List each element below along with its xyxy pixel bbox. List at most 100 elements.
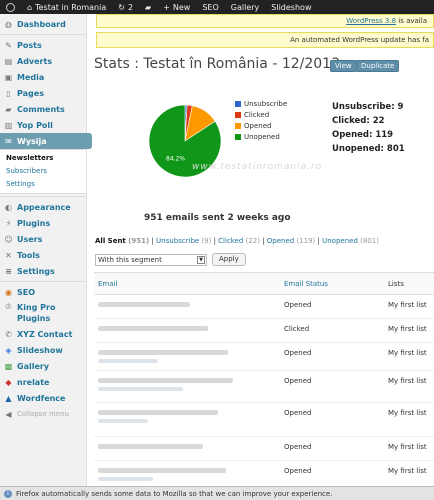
duplicate-button[interactable]: Duplicate [356,60,400,72]
view-button[interactable]: View [330,60,357,72]
updates-link[interactable]: ↻ 2 [112,0,139,14]
apply-button[interactable]: Apply [212,253,246,266]
redacted-name [98,477,153,481]
filter-clicked[interactable]: Clicked (22) [218,237,260,245]
submenu-item-newsletters[interactable]: Newsletters [6,154,54,162]
redacted-email [98,326,208,331]
sidebar-item-label: Wysija [17,136,47,146]
table-row: Opened My first list [94,436,434,461]
filter-unopened[interactable]: Unopened (801) [322,237,379,245]
sidebar-item-label: Posts [17,40,42,50]
redacted-email [98,444,203,449]
sidebar-item-king-pro-plugins[interactable]: ♔ King Pro Plugins [0,300,86,326]
sidebar-item-posts[interactable]: ✎ Posts [0,37,86,53]
sidebar-item-label: Pages [17,88,44,98]
sidebar-item-gallery[interactable]: ▩ Gallery [0,358,86,374]
email-cell-redacted [94,460,280,491]
page-title: Stats : Testat în România - 12/2013 [94,56,340,72]
sidebar-item-wordfence[interactable]: ▲ Wordfence [0,390,86,406]
plugins-icon: ⚡ [5,218,12,228]
redacted-name [98,387,183,391]
sidebar-item-label: Users [17,234,43,244]
sidebar-item-seo[interactable]: ◉ SEO [0,284,86,300]
firefox-notification-text: Firefox automatically sends some data to… [16,489,333,498]
collapse-arrow-icon: ◀ [5,409,12,419]
redacted-email [98,410,218,415]
filter-count: (801) [360,237,379,245]
column-header-status[interactable]: Email Status [280,272,384,295]
site-name-link[interactable]: ⌂ Testat in Romania [21,0,112,14]
sidebar-item-plugins[interactable]: ⚡ Plugins [0,215,86,231]
update-link[interactable]: WordPress 3.8 [346,17,397,25]
seo-link[interactable]: SEO [202,2,219,12]
nrelate-icon: ◆ [5,377,12,387]
email-cell-redacted [94,318,280,343]
sidebar-item-label: XYZ Contact [17,329,73,339]
list-cell: My first list [384,436,434,461]
sidebar-item-label: Plugins [17,218,51,228]
plus-icon: + [163,2,170,12]
sidebar-item-slideshow[interactable]: ◈ Slideshow [0,342,86,358]
slideshow-link[interactable]: Slideshow [271,2,312,12]
segment-select[interactable]: With this segment ▼ [95,254,207,266]
segment-selected-label: With this segment [98,256,162,264]
sidebar-item-settings[interactable]: ≡ Settings [0,263,86,279]
collapse-menu-button[interactable]: ◀ Collapse menu [0,406,86,422]
adverts-icon: ▤ [4,56,13,66]
sidebar-item-media[interactable]: ▣ Media [0,69,86,85]
gallery-icon: ▩ [4,361,13,371]
new-content-link[interactable]: + New [157,0,196,14]
site-name-label: Testat in Romania [35,2,107,12]
appearance-icon: ◐ [5,202,12,212]
filter-unsubscribe[interactable]: Unsubscribe (9) [156,237,211,245]
sidebar-item-xyz-contact[interactable]: ✆ XYZ Contact [0,326,86,342]
king-icon: ♔ [4,302,13,311]
wordpress-logo-button[interactable] [0,0,21,14]
email-cell-redacted [94,342,280,371]
comment-bubble-icon: ▰ [145,2,152,12]
sidebar-item-appearance[interactable]: ◐ Appearance [0,199,86,215]
status-cell: Opened [280,370,384,403]
chevron-down-icon: ▼ [197,256,205,264]
email-cell-redacted [94,370,280,403]
count-opened: Opened: 119 [332,130,394,140]
sidebar-item-label: nrelate [17,377,50,387]
sidebar-item-dashboard[interactable]: ◍ Dashboard [0,16,86,32]
table-row: Clicked My first list [94,318,434,343]
comments-icon: ▰ [5,104,12,114]
list-cell: My first list [384,342,434,371]
redacted-email [98,302,190,307]
sidebar-item-yop-poll[interactable]: ▥ Yop Poll [0,117,86,133]
sidebar-item-label: Gallery [17,361,50,371]
submenu-item-settings[interactable]: Settings [6,180,35,188]
filter-all-sent[interactable]: All Sent (951) [95,237,149,245]
sidebar-item-users[interactable]: ☺ Users [0,231,86,247]
filter-count: (9) [201,237,212,245]
status-cell: Opened [280,342,384,371]
sidebar-item-label: Slideshow [17,345,63,355]
media-icon: ▣ [4,72,13,82]
gallery-link[interactable]: Gallery [230,2,260,12]
sidebar-item-tools[interactable]: ✕ Tools [0,247,86,263]
submenu-item-subscribers[interactable]: Subscribers [6,167,47,175]
sidebar-item-wysija[interactable]: ✉ Wysija [0,133,92,149]
wysija-submenu: Newsletters Subscribers Settings [0,149,86,194]
menu-separator [0,281,86,282]
redacted-email [98,468,226,473]
redacted-email [98,350,228,355]
filter-label: Clicked [218,237,244,245]
comments-link[interactable]: ▰ [139,0,157,14]
main-content: WordPress 3.8 is availa An automated Wor… [92,14,434,491]
pin-icon: ✎ [5,40,12,50]
column-header-email[interactable]: Email [94,272,280,295]
sidebar-item-adverts[interactable]: ▤ Adverts [0,53,86,69]
email-cell-redacted [94,436,280,461]
pie-slice-label: 84.2% [166,155,185,162]
count-unsubscribe: Unsubscribe: 9 [332,102,404,112]
sidebar-item-comments[interactable]: ▰ Comments [0,101,86,117]
dashboard-icon: ◍ [5,19,12,29]
filter-opened[interactable]: Opened (119) [267,237,316,245]
stats-counts: Unsubscribe: 9 Clicked: 22 Opened: 119 U… [332,100,405,156]
sidebar-item-pages[interactable]: ▯ Pages [0,85,86,101]
sidebar-item-nrelate[interactable]: ◆ nrelate [0,374,86,390]
